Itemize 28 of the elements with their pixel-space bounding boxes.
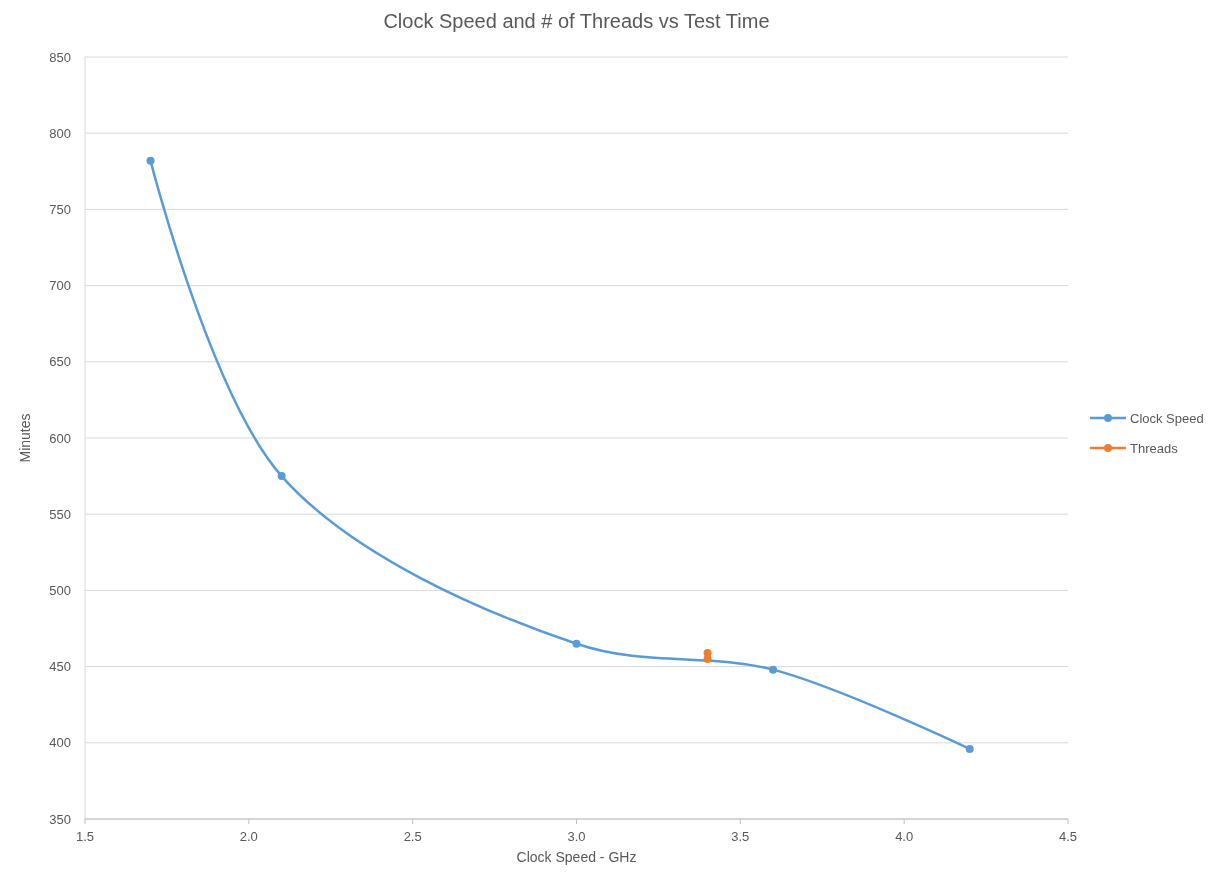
point bbox=[572, 639, 581, 648]
point bbox=[769, 665, 778, 674]
legend-label: Clock Speed bbox=[1130, 410, 1204, 426]
y-tick-label: 800 bbox=[49, 125, 71, 141]
y-tick-label: 750 bbox=[49, 201, 71, 217]
y-tick-label: 650 bbox=[49, 354, 71, 370]
x-tick-label: 4.5 bbox=[1058, 829, 1078, 844]
y-tick-label: 400 bbox=[49, 735, 71, 751]
legend-label: Threads bbox=[1130, 440, 1179, 456]
y-tick-label: 450 bbox=[49, 659, 71, 675]
x-axis-title: Clock Speed - GHz bbox=[516, 849, 637, 865]
y-tick-label: 550 bbox=[49, 506, 71, 522]
y-tick-label: 350 bbox=[49, 811, 71, 827]
y-tick-label: 600 bbox=[49, 430, 71, 446]
x-tick-label: 3.0 bbox=[567, 829, 586, 844]
x-tick-label: 4.0 bbox=[895, 829, 914, 844]
x-tick-label: 1.5 bbox=[75, 829, 95, 844]
point bbox=[965, 744, 974, 753]
x-tick-label: 3.5 bbox=[731, 829, 750, 844]
point bbox=[146, 156, 155, 165]
y-tick-label: 850 bbox=[49, 49, 71, 65]
point bbox=[277, 472, 286, 481]
y-tick-label: 500 bbox=[49, 582, 71, 598]
y-tick-label: 700 bbox=[49, 278, 71, 294]
x-tick-label: 2.5 bbox=[403, 829, 422, 844]
x-tick-label: 2.0 bbox=[239, 829, 258, 844]
y-axis-title: Minutes bbox=[17, 413, 33, 463]
chart-title: Clock Speed and # of Threads vs Test Time bbox=[383, 10, 770, 32]
